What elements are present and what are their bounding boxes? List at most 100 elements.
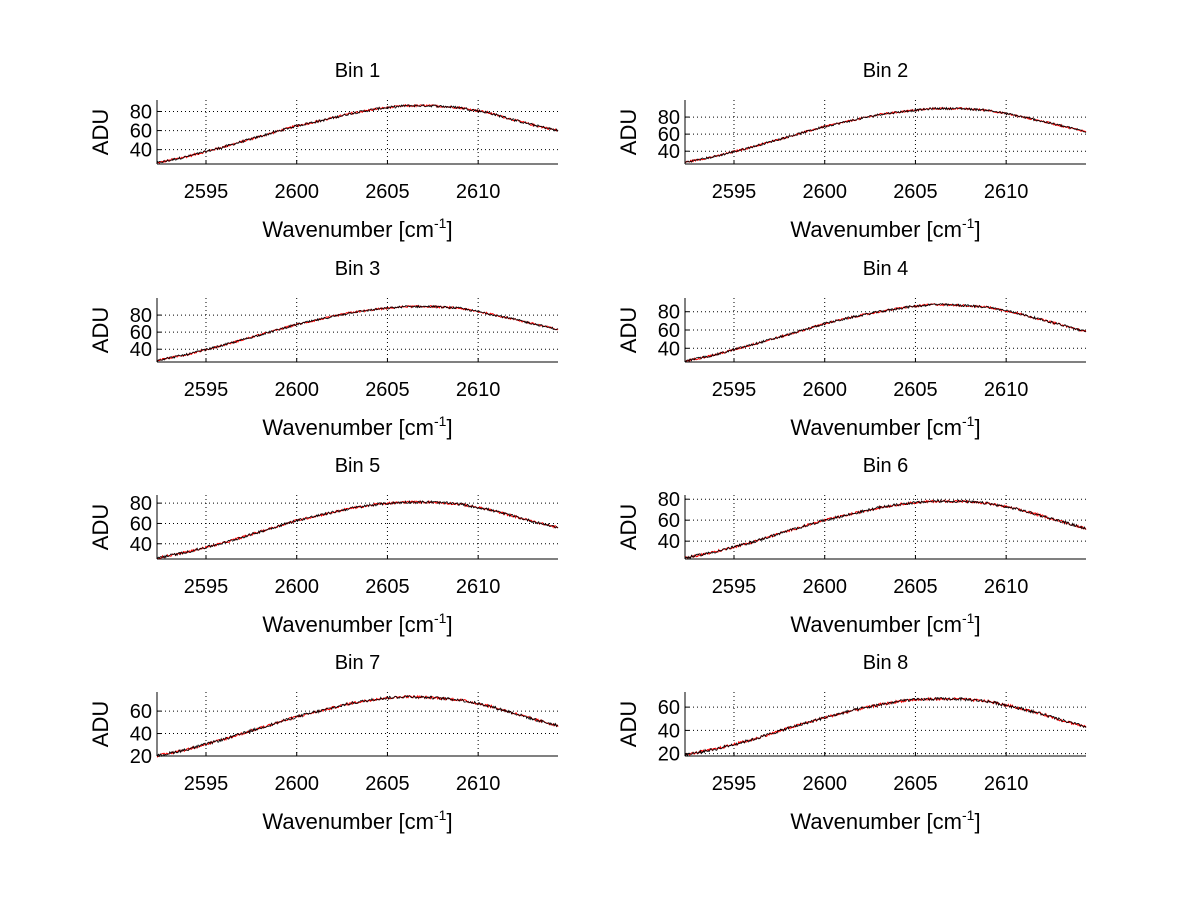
y-axis-label: ADU	[88, 504, 113, 550]
x-axis-label-bracket: ]	[974, 809, 980, 834]
panel-title: Bin 4	[863, 258, 909, 280]
x-tick-label: 2605	[893, 773, 938, 795]
x-tick-label: 2600	[274, 576, 319, 598]
y-tick-label: 40	[130, 140, 152, 162]
y-tick-label: 80	[130, 493, 152, 515]
x-tick-label: 2600	[802, 576, 847, 598]
series-line-black	[156, 304, 559, 362]
x-axis-label-main: Wavenumber [cm	[262, 612, 434, 637]
y-tick-label: 80	[658, 302, 680, 324]
y-tick-label: 40	[130, 534, 152, 556]
x-tick-label: 2605	[365, 379, 410, 401]
x-tick-label: 2600	[802, 773, 847, 795]
x-axis-label: Wavenumber [cm-1]	[262, 215, 452, 242]
series-line-red	[156, 694, 559, 758]
panel-title: Bin 5	[335, 455, 381, 477]
panel-title: Bin 6	[863, 455, 909, 477]
x-tick-label: 2595	[712, 576, 757, 598]
y-tick-label: 80	[658, 107, 680, 129]
x-tick-label: 2595	[184, 181, 229, 203]
x-tick-label: 2595	[712, 379, 757, 401]
x-tick-label: 2605	[365, 576, 410, 598]
series-line-black	[684, 696, 1087, 757]
x-tick-label: 2600	[274, 181, 319, 203]
x-axis-label-superscript: -1	[962, 610, 975, 626]
x-tick-label: 2610	[456, 181, 501, 203]
x-axis-label-superscript: -1	[962, 807, 975, 823]
x-tick-label: 2605	[893, 576, 938, 598]
y-tick-label: 40	[130, 724, 152, 746]
x-axis-label-bracket: ]	[974, 612, 980, 637]
x-axis-label: Wavenumber [cm-1]	[790, 807, 980, 834]
series-line-red	[684, 106, 1087, 164]
x-axis-label-superscript: -1	[962, 413, 975, 429]
x-axis-label-superscript: -1	[434, 413, 447, 429]
y-tick-label: 80	[130, 305, 152, 327]
x-tick-label: 2605	[893, 379, 938, 401]
y-tick-label: 20	[130, 746, 152, 768]
series-line-black	[684, 499, 1087, 560]
y-tick-label: 60	[130, 513, 152, 535]
x-axis-label-superscript: -1	[434, 215, 447, 231]
x-axis-label-bracket: ]	[974, 415, 980, 440]
y-tick-label: 60	[130, 121, 152, 143]
x-axis-label: Wavenumber [cm-1]	[790, 610, 980, 637]
series-line-black	[684, 302, 1087, 363]
x-axis-label: Wavenumber [cm-1]	[262, 807, 452, 834]
y-tick-label: 40	[658, 141, 680, 163]
x-axis-label: Wavenumber [cm-1]	[262, 413, 452, 440]
x-tick-label: 2595	[184, 576, 229, 598]
x-axis-label-bracket: ]	[974, 217, 980, 242]
y-axis-label: ADU	[616, 307, 641, 353]
series-line-black	[684, 106, 1087, 163]
y-axis-label: ADU	[88, 307, 113, 353]
x-axis-label-bracket: ]	[446, 217, 452, 242]
y-tick-label: 80	[658, 489, 680, 511]
x-axis-label-bracket: ]	[446, 415, 452, 440]
x-tick-label: 2595	[184, 773, 229, 795]
x-tick-label: 2600	[802, 181, 847, 203]
x-tick-label: 2595	[712, 773, 757, 795]
x-axis-label-main: Wavenumber [cm	[790, 809, 962, 834]
x-axis-label-main: Wavenumber [cm	[790, 217, 962, 242]
y-tick-label: 60	[658, 320, 680, 342]
x-axis-label-main: Wavenumber [cm	[790, 612, 962, 637]
x-axis-label-bracket: ]	[446, 809, 452, 834]
y-tick-label: 40	[658, 531, 680, 553]
panel-title: Bin 8	[863, 652, 909, 674]
x-axis-label: Wavenumber [cm-1]	[262, 610, 452, 637]
x-axis-label-superscript: -1	[962, 215, 975, 231]
x-tick-label: 2600	[274, 379, 319, 401]
y-tick-label: 40	[130, 339, 152, 361]
series-line-red	[156, 499, 559, 560]
y-axis-label: ADU	[88, 109, 113, 155]
y-axis-label: ADU	[616, 701, 641, 747]
y-tick-label: 60	[130, 322, 152, 344]
y-tick-label: 40	[658, 338, 680, 360]
x-tick-label: 2605	[365, 773, 410, 795]
x-tick-label: 2610	[984, 379, 1029, 401]
y-tick-label: 80	[130, 101, 152, 123]
x-axis-label-main: Wavenumber [cm	[790, 415, 962, 440]
x-tick-label: 2610	[984, 576, 1029, 598]
x-tick-label: 2595	[184, 379, 229, 401]
x-tick-label: 2610	[984, 773, 1029, 795]
series-line-red	[684, 302, 1087, 363]
y-axis-label: ADU	[88, 701, 113, 747]
y-tick-label: 60	[658, 697, 680, 719]
y-tick-label: 60	[130, 701, 152, 723]
x-tick-label: 2605	[365, 181, 410, 203]
x-tick-label: 2610	[456, 379, 501, 401]
y-axis-label: ADU	[616, 109, 641, 155]
x-tick-label: 2610	[456, 576, 501, 598]
x-tick-label: 2595	[712, 181, 757, 203]
series-line-red	[684, 696, 1087, 757]
y-tick-label: 40	[658, 720, 680, 742]
x-tick-label: 2610	[984, 181, 1029, 203]
x-tick-label: 2600	[802, 379, 847, 401]
